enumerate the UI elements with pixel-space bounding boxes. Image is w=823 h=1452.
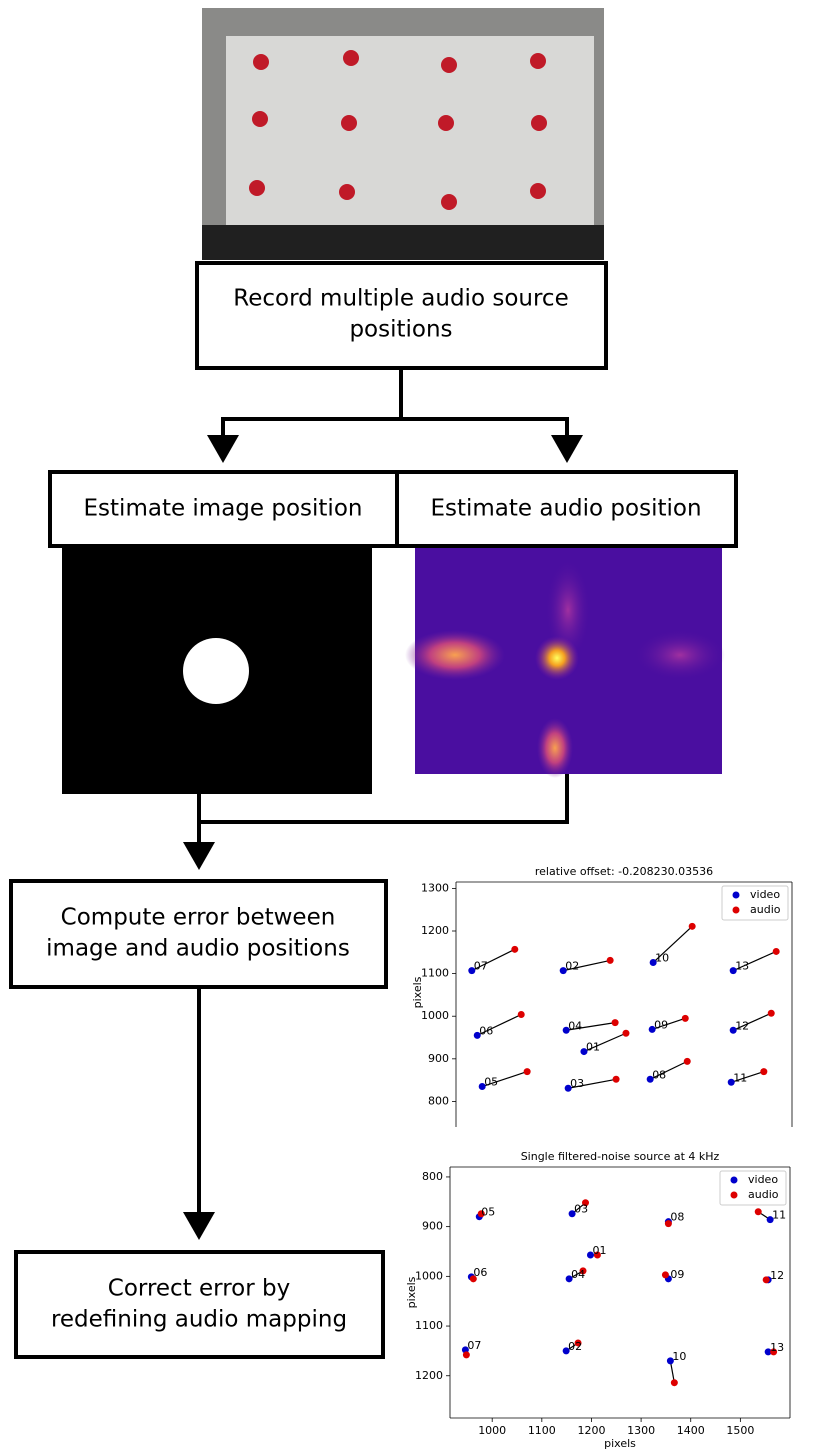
point: [773, 948, 780, 955]
point-label: 04: [568, 1019, 582, 1032]
point-label: 09: [670, 1268, 684, 1281]
y-tick-label: 1000: [415, 1269, 443, 1282]
legend-marker: [733, 907, 740, 914]
point-label: 10: [672, 1350, 686, 1363]
point: [524, 1068, 531, 1075]
y-tick-label: 900: [428, 1052, 449, 1065]
point: [682, 1015, 689, 1022]
node-label: Compute error between: [61, 905, 336, 931]
node-label: Record multiple audio source: [233, 286, 568, 312]
point: [763, 1276, 770, 1283]
point-label: 08: [652, 1068, 666, 1081]
legend-label: video: [748, 1173, 778, 1186]
y-axis-label: pixels: [405, 1276, 418, 1308]
y-tick-label: 800: [422, 1170, 443, 1183]
point-label: 12: [770, 1269, 784, 1282]
node-label: Correct error by: [108, 1276, 290, 1302]
y-tick-label: 1100: [421, 967, 449, 980]
node-label: Estimate image position: [84, 496, 363, 522]
node-label: redefining audio mapping: [51, 1307, 347, 1333]
y-tick-label: 1100: [415, 1319, 443, 1332]
x-tick-label: 1100: [528, 1424, 556, 1437]
point-label: 03: [574, 1203, 588, 1216]
point-label: 03: [570, 1077, 584, 1090]
point-label: 05: [484, 1076, 498, 1089]
y-tick-label: 1000: [421, 1009, 449, 1022]
point: [612, 1019, 619, 1026]
x-tick-label: 1200: [577, 1424, 605, 1437]
point-label: 12: [735, 1019, 749, 1032]
point: [607, 957, 614, 964]
point-label: 13: [735, 960, 749, 973]
y-tick-label: 800: [428, 1094, 449, 1107]
point: [755, 1208, 762, 1215]
legend-marker: [733, 892, 740, 899]
point: [671, 1379, 678, 1386]
x-tick-label: 1300: [627, 1424, 655, 1437]
x-tick-label: 1500: [726, 1424, 754, 1437]
legend-label: video: [750, 888, 780, 901]
node-box: [197, 263, 606, 368]
point: [622, 1030, 629, 1037]
point: [684, 1058, 691, 1065]
x-tick-label: 1400: [677, 1424, 705, 1437]
chart-title: Single filtered-noise source at 4 kHz: [521, 1150, 720, 1163]
point-label: 01: [586, 1041, 600, 1054]
y-tick-label: 900: [422, 1220, 443, 1233]
point-label: 08: [670, 1211, 684, 1224]
mask-image: [62, 548, 372, 794]
point-label: 07: [474, 960, 488, 973]
node-label: image and audio positions: [46, 936, 350, 962]
point-label: 06: [473, 1266, 487, 1279]
point-label: 01: [592, 1244, 606, 1257]
x-axis-label: pixels: [604, 1437, 636, 1450]
chart-title: relative offset: -0.208230.03536: [535, 865, 713, 878]
point-label: 06: [479, 1024, 493, 1037]
point-label: 09: [654, 1018, 668, 1031]
point: [613, 1076, 620, 1083]
legend-label: audio: [748, 1188, 779, 1201]
point: [463, 1351, 470, 1358]
x-tick-label: 1000: [478, 1424, 506, 1437]
legend-marker: [731, 1177, 738, 1184]
node-label: Estimate audio position: [430, 496, 701, 522]
node-box: [11, 881, 386, 987]
point: [689, 923, 696, 930]
point-label: 10: [655, 952, 669, 965]
heatmap-image: [405, 545, 725, 778]
point-label: 11: [772, 1209, 786, 1222]
point: [760, 1068, 767, 1075]
point: [662, 1271, 669, 1278]
point: [768, 1010, 775, 1017]
point-label: 05: [481, 1206, 495, 1219]
y-tick-label: 1200: [421, 924, 449, 937]
node-label: positions: [349, 317, 452, 343]
point: [511, 946, 518, 953]
node-box: [16, 1252, 383, 1357]
photo: [202, 8, 604, 260]
legend-label: audio: [750, 903, 781, 916]
point-label: 13: [770, 1341, 784, 1354]
legend-marker: [731, 1192, 738, 1199]
y-axis-label: pixels: [411, 976, 424, 1008]
point-label: 04: [571, 1268, 585, 1281]
y-tick-label: 1300: [421, 881, 449, 894]
y-tick-label: 1200: [415, 1369, 443, 1382]
point-label: 07: [467, 1339, 481, 1352]
point: [518, 1011, 525, 1018]
point-label: 11: [733, 1071, 747, 1084]
point-label: 02: [565, 960, 579, 973]
point-label: 02: [568, 1340, 582, 1353]
pipeline-diagram: Record multiple audio source positions E…: [0, 0, 823, 1452]
charts: relative offset: -0.208230.03536 800 900 10…: [395, 843, 823, 1452]
